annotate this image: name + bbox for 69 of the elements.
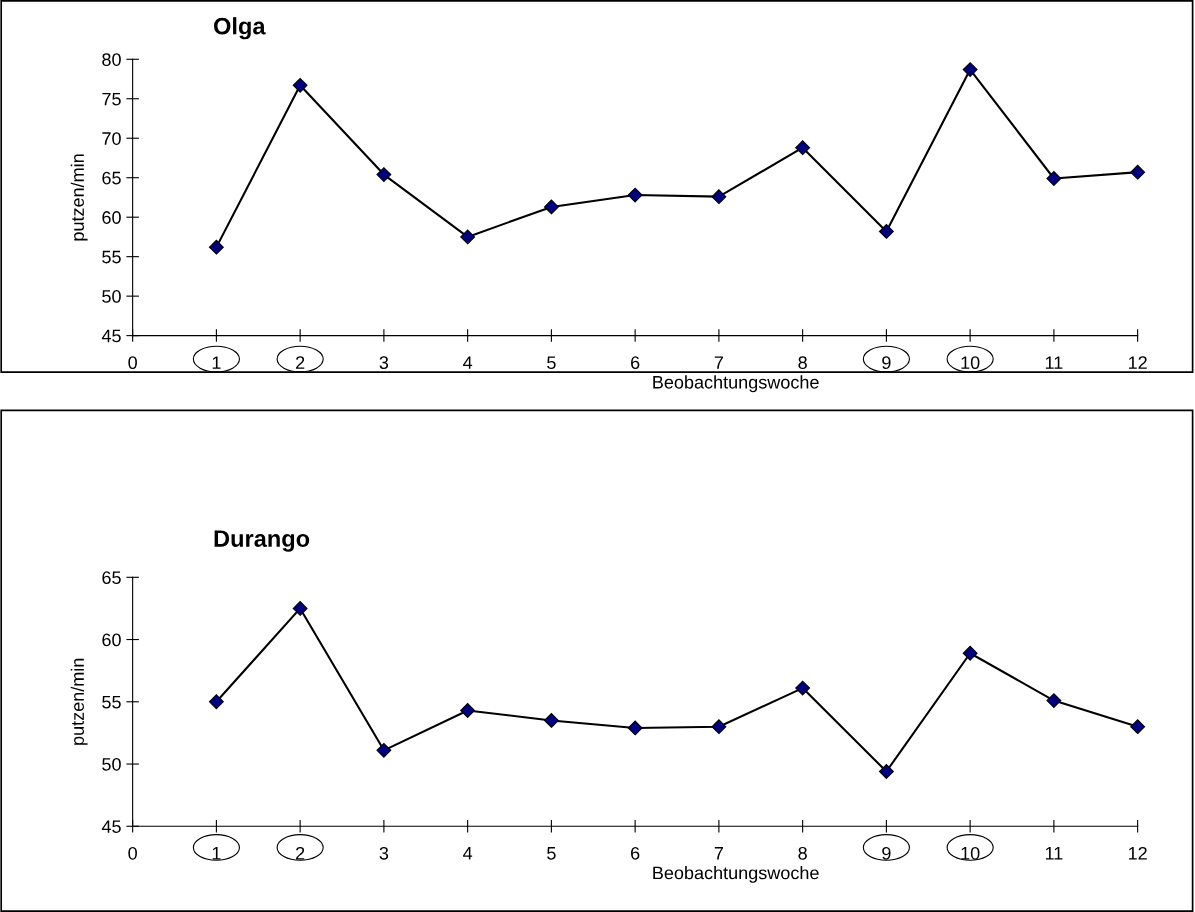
x-tick-label: 12	[1128, 356, 1147, 369]
x-tick-label: 0	[128, 846, 137, 860]
x-tick-label: 5	[547, 356, 556, 370]
x-tick-label: 8	[798, 846, 807, 860]
y-tick-label: 55	[102, 695, 121, 709]
x-tick-label: 6	[631, 356, 640, 370]
point	[962, 62, 978, 77]
y-tick-label: 45	[101, 820, 121, 833]
x-tick-label: 6	[631, 846, 640, 860]
point	[376, 742, 392, 758]
point	[460, 229, 476, 245]
x-tick-label: 7	[714, 847, 724, 860]
point	[460, 703, 476, 718]
x-tick-label: 2	[296, 356, 305, 369]
point	[208, 239, 224, 255]
point	[208, 694, 224, 710]
x-tick-label: 2	[296, 846, 305, 860]
point	[543, 199, 559, 215]
point	[1130, 164, 1146, 180]
y-tick-label: 60	[102, 633, 121, 647]
y-axis-title: putzen/min	[70, 154, 88, 241]
y-tick-label: 45	[101, 329, 121, 343]
y-tick-label: 50	[102, 757, 121, 771]
y-axis-title: putzen/min	[70, 658, 88, 745]
y-tick-label: 75	[102, 92, 121, 106]
point	[292, 77, 308, 93]
point	[292, 600, 308, 616]
x-tick-label: 9	[882, 356, 891, 370]
x-tick-label: 1	[212, 847, 221, 860]
point	[543, 713, 559, 728]
x-tick-label: 3	[379, 356, 389, 370]
y-tick-label: 70	[102, 132, 121, 145]
y-tick-label: 50	[102, 290, 121, 303]
x-tick-label: 10	[961, 356, 980, 370]
x-tick-label: 8	[798, 356, 807, 370]
point	[1046, 693, 1062, 708]
point	[878, 223, 894, 239]
point	[795, 680, 811, 696]
x-tick-label: 4	[463, 847, 473, 860]
x-axis-title: Beobachtungswoche	[653, 866, 819, 883]
x-tick-label: 1	[212, 356, 221, 369]
chart-title: Olga	[214, 17, 266, 40]
x-tick-label: 0	[128, 356, 137, 370]
x-axis-title: Beobachtungswoche	[653, 375, 819, 393]
y-tick-label: 60	[102, 211, 121, 224]
point	[1130, 719, 1146, 735]
y-tick-label: 55	[102, 250, 121, 264]
y-tick-label: 65	[102, 571, 121, 585]
point	[711, 719, 727, 735]
point	[376, 167, 392, 182]
x-tick-label: 12	[1128, 846, 1147, 860]
x-tick-label: 11	[1045, 356, 1063, 369]
point	[1046, 171, 1062, 186]
y-tick-label: 80	[102, 53, 121, 66]
x-tick-label: 4	[463, 356, 473, 369]
point	[795, 140, 811, 156]
x-tick-label: 11	[1045, 847, 1063, 860]
x-tick-label: 3	[379, 846, 389, 860]
point	[711, 189, 727, 205]
point	[627, 720, 643, 736]
point	[627, 187, 643, 203]
y-tick-label: 65	[102, 171, 121, 185]
x-tick-label: 5	[547, 847, 556, 860]
x-tick-label: 9	[882, 846, 891, 860]
x-tick-label: 7	[714, 356, 724, 369]
point	[878, 764, 894, 779]
chart-title: Durango	[214, 530, 310, 552]
x-tick-label: 10	[961, 846, 980, 860]
point	[962, 645, 978, 661]
